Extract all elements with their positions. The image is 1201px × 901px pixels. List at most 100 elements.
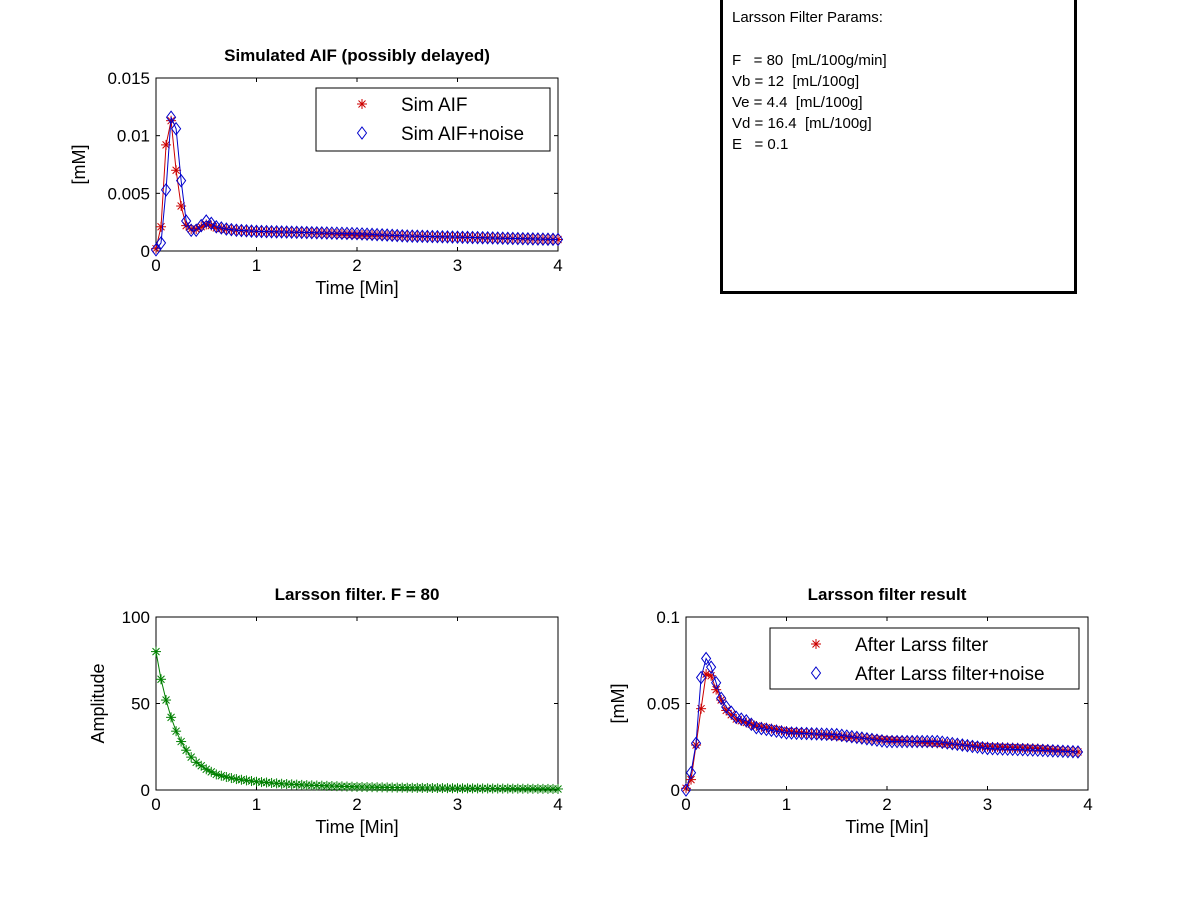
y-tick-label: 0.015: [107, 69, 150, 88]
data-point: [331, 226, 343, 241]
x-tick-label: 1: [252, 795, 261, 814]
data-point: [700, 651, 712, 666]
data-point: [397, 228, 408, 243]
data-point: [407, 229, 418, 243]
data-point: [886, 734, 898, 749]
data-point: [690, 736, 702, 751]
data-point: [276, 225, 287, 239]
data-point: [922, 734, 933, 749]
param-line-vd: Vd = 16.4 [mL/100g]: [732, 115, 872, 132]
data-point: [811, 727, 822, 741]
legend-box: [769, 627, 1080, 690]
data-point: [522, 231, 533, 246]
data-point: [261, 224, 272, 239]
param-line-ve: Ve = 4.4 [mL/100g]: [732, 94, 863, 111]
data-point: [176, 736, 187, 747]
data-point: [427, 229, 438, 244]
data-point: [236, 774, 247, 785]
legend-marker: [356, 126, 368, 140]
chart-title: Larsson filter. F = 80: [275, 585, 440, 604]
data-point: [997, 742, 1008, 756]
data-point: [467, 230, 478, 245]
x-tick-label: 1: [782, 795, 791, 814]
y-tick-label: 0: [141, 781, 150, 800]
data-point: [891, 734, 903, 749]
data-point: [301, 225, 312, 240]
data-point: [382, 228, 393, 242]
x-tick-label: 0: [151, 795, 160, 814]
y-tick-label: 0.1: [656, 608, 680, 627]
data-point: [457, 230, 468, 245]
data-point: [547, 232, 559, 247]
data-point: [1022, 743, 1033, 757]
data-point: [156, 221, 167, 232]
data-point: [741, 713, 752, 728]
data-point: [680, 783, 692, 797]
data-point: [492, 231, 503, 245]
data-point: [507, 231, 518, 246]
data-point: [266, 224, 277, 239]
data-point: [241, 223, 252, 238]
data-point: [151, 646, 161, 657]
data-point: [206, 216, 217, 231]
data-point: [711, 684, 722, 695]
data-point: [336, 226, 348, 241]
x-tick-label: 4: [1083, 795, 1092, 814]
data-point: [186, 752, 197, 763]
data-point: [161, 139, 172, 150]
data-point: [826, 727, 837, 742]
y-axis-label: [mM]: [608, 684, 628, 724]
data-point: [685, 765, 697, 780]
data-point: [816, 727, 827, 741]
data-point: [181, 745, 192, 756]
data-point: [356, 227, 368, 241]
x-tick-label: 0: [151, 256, 160, 275]
data-point: [251, 224, 262, 239]
data-point: [821, 727, 832, 742]
data-point: [927, 734, 938, 749]
data-point: [987, 741, 998, 756]
legend-label: After Larss filter: [855, 635, 989, 656]
data-point: [186, 223, 197, 238]
data-point: [191, 757, 202, 768]
legend: Sim AIF Sim AIF+noise: [315, 87, 551, 152]
legend-marker: [811, 639, 821, 649]
series-2: [680, 651, 1084, 797]
x-tick-label: 3: [453, 256, 462, 275]
chart-title: Larsson filter result: [808, 585, 967, 604]
y-tick-label: 0: [141, 242, 150, 261]
data-point: [196, 760, 207, 771]
data-point: [553, 783, 563, 794]
y-tick-label: 0: [671, 781, 680, 800]
data-point: [246, 776, 257, 787]
data-point: [236, 223, 247, 238]
data-point: [231, 774, 242, 785]
data-point: [256, 224, 267, 239]
data-point: [721, 700, 732, 714]
data-point: [487, 231, 498, 245]
param-line-vb: Vb = 12 [mL/100g]: [732, 73, 860, 90]
data-point: [517, 231, 528, 246]
data-point: [901, 734, 913, 749]
x-tick-label: 3: [983, 795, 992, 814]
data-point: [170, 121, 182, 136]
series-1: [151, 646, 563, 794]
chart-2: 0 1 2 3 4 0 50 100 Larsson filter. F = 80 Time [M…: [88, 585, 563, 837]
x-axis-label: Time [Min]: [315, 278, 398, 298]
data-point: [1037, 743, 1048, 758]
data-point: [982, 741, 993, 756]
y-tick-label: 50: [131, 695, 150, 714]
data-point: [160, 183, 172, 197]
param-line-e: E = 0.1: [732, 136, 789, 153]
legend: After Larss filter After Larss filter+noi…: [769, 627, 1080, 690]
data-point: [781, 726, 792, 740]
data-point: [371, 227, 383, 242]
data-point: [1002, 742, 1013, 757]
data-point: [695, 670, 707, 685]
data-point: [907, 734, 918, 749]
data-point: [746, 717, 757, 732]
data-point: [706, 660, 717, 675]
data-point: [1052, 744, 1063, 758]
data-point: [711, 675, 722, 690]
